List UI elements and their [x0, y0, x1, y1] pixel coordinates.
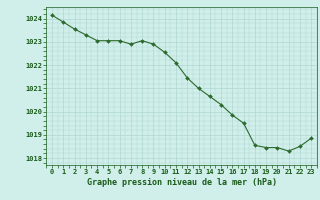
X-axis label: Graphe pression niveau de la mer (hPa): Graphe pression niveau de la mer (hPa) — [87, 178, 276, 187]
